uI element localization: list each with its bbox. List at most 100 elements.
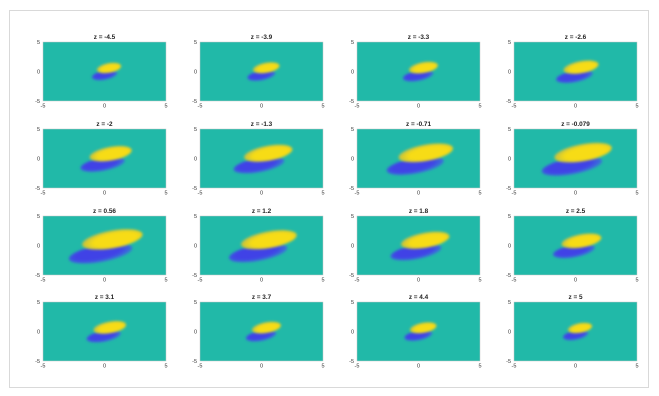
x-tick-label: 5 [478, 191, 481, 197]
y-tick-label: 0 [37, 70, 40, 76]
panel-title: z = -2 [96, 121, 113, 128]
negative-lobe [402, 70, 434, 82]
x-tick-label: -5 [512, 364, 517, 370]
subplot-panel: z = -3.3 -5 0 5 5 0 -5 [349, 34, 481, 110]
y-tick-label: 5 [508, 127, 511, 133]
y-tick-label: 5 [194, 214, 197, 220]
subplot-panel: z = -4.5 -5 0 5 5 0 -5 [35, 34, 167, 110]
y-tick-label: -5 [35, 99, 40, 105]
y-tick-label: 5 [351, 300, 354, 306]
panel-title: z = 3.1 [95, 294, 115, 301]
axes-box [42, 128, 167, 189]
positive-lobe [408, 61, 438, 74]
x-tick-label: 5 [478, 104, 481, 110]
y-tick-label: -5 [349, 359, 354, 365]
negative-lobe [552, 243, 595, 259]
y-tick-label: -5 [35, 273, 40, 279]
y-tick-label: -5 [192, 273, 197, 279]
negative-lobe [68, 243, 133, 264]
x-tick-label: 5 [321, 104, 324, 110]
positive-lobe [400, 231, 450, 249]
y-tick-label: 0 [194, 330, 197, 336]
negative-lobe [247, 70, 276, 81]
y-tick-label: -5 [192, 186, 197, 192]
subplot-panel: z = 5 -5 0 5 5 0 -5 [506, 294, 638, 370]
subplot-panel: z = -3.9 -5 0 5 5 0 -5 [192, 34, 324, 110]
x-tick-label: 0 [574, 364, 577, 370]
x-tick-label: 0 [574, 104, 577, 110]
negative-lobe [233, 156, 285, 174]
y-tick-label: 0 [351, 157, 354, 163]
x-tick-label: 0 [417, 191, 420, 197]
y-tick-label: -5 [349, 273, 354, 279]
axes-box [199, 215, 324, 276]
positive-lobe [251, 321, 281, 334]
x-tick-label: 5 [164, 278, 167, 284]
axes-box [356, 301, 481, 362]
x-tick-label: 0 [417, 278, 420, 284]
y-tick-label: -5 [506, 273, 511, 279]
subplot-panel: z = 3.7 -5 0 5 5 0 -5 [192, 294, 324, 370]
subplot-panel: z = 1.2 -5 0 5 5 0 -5 [192, 208, 324, 284]
axes-box [199, 41, 324, 102]
x-tick-label: 0 [574, 191, 577, 197]
axes-box [199, 301, 324, 362]
x-tick-label: 5 [164, 191, 167, 197]
x-tick-label: 0 [103, 364, 106, 370]
y-tick-label: 5 [194, 127, 197, 133]
y-tick-label: -5 [192, 99, 197, 105]
x-tick-label: 5 [164, 364, 167, 370]
subplot-panel: z = 4.4 -5 0 5 5 0 -5 [349, 294, 481, 370]
positive-lobe [243, 144, 293, 162]
x-tick-label: -5 [512, 278, 517, 284]
x-tick-label: -5 [355, 191, 360, 197]
y-tick-label: 5 [194, 40, 197, 46]
positive-lobe [89, 145, 132, 162]
subplot-panel: z = 0.56 -5 0 5 5 0 -5 [35, 208, 167, 284]
positive-lobe [554, 142, 612, 163]
x-tick-label: -5 [41, 278, 46, 284]
panel-title: z = 2.5 [566, 208, 586, 215]
axes-box [42, 41, 167, 102]
y-tick-label: 0 [508, 244, 511, 250]
x-tick-label: -5 [355, 364, 360, 370]
x-tick-label: 0 [260, 191, 263, 197]
y-tick-label: 0 [351, 244, 354, 250]
y-tick-label: 0 [508, 157, 511, 163]
panel-title: z = 5 [568, 294, 582, 301]
negative-lobe [404, 330, 433, 341]
x-tick-label: -5 [198, 364, 203, 370]
x-tick-label: 5 [635, 104, 638, 110]
y-tick-label: 0 [351, 330, 354, 336]
y-tick-label: 0 [351, 70, 354, 76]
positive-lobe [93, 320, 127, 334]
negative-lobe [390, 243, 442, 261]
positive-lobe [567, 322, 593, 334]
y-tick-label: -5 [506, 99, 511, 105]
figure-frame [9, 10, 649, 388]
subplot-panel: z = -1.3 -5 0 5 5 0 -5 [192, 121, 324, 197]
axes-box [513, 301, 638, 362]
subplot-panel: z = 2.5 -5 0 5 5 0 -5 [506, 208, 638, 284]
panel-title: z = 3.7 [252, 294, 272, 301]
axes-box [356, 41, 481, 102]
y-tick-label: 0 [508, 70, 511, 76]
y-tick-label: 5 [508, 214, 511, 220]
negative-lobe [86, 330, 121, 343]
panel-title: z = -0.079 [561, 121, 590, 128]
subplot-panel: z = -2.6 -5 0 5 5 0 -5 [506, 34, 638, 110]
y-tick-label: 5 [37, 40, 40, 46]
y-tick-label: 5 [37, 127, 40, 133]
x-tick-label: -5 [355, 104, 360, 110]
y-tick-label: 0 [37, 244, 40, 250]
y-tick-label: 5 [37, 300, 40, 306]
x-tick-label: 5 [635, 364, 638, 370]
negative-lobe [228, 243, 288, 263]
subplot-panel: z = 1.8 -5 0 5 5 0 -5 [349, 208, 481, 284]
x-tick-label: -5 [41, 191, 46, 197]
x-tick-label: 0 [103, 278, 106, 284]
x-tick-label: -5 [198, 104, 203, 110]
subplot-panel: z = -2 -5 0 5 5 0 -5 [35, 121, 167, 197]
